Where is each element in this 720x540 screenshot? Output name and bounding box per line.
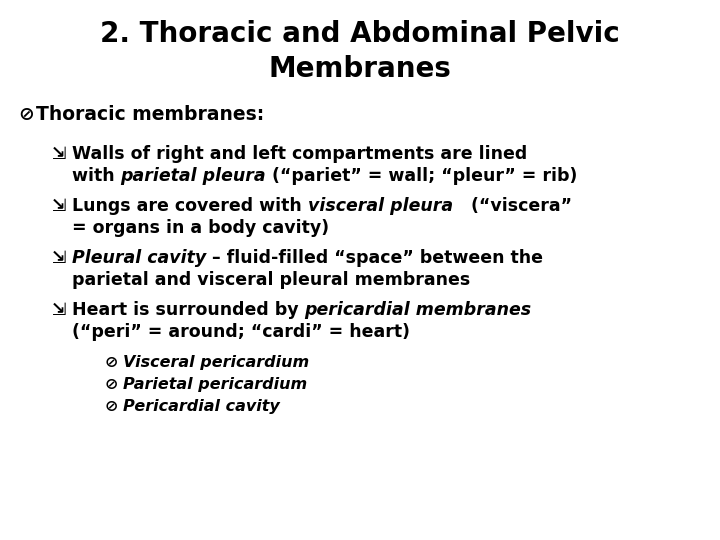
Text: ⊘: ⊘ xyxy=(105,377,118,392)
Text: Membranes: Membranes xyxy=(269,55,451,83)
Text: Walls of right and left compartments are lined: Walls of right and left compartments are… xyxy=(72,145,527,163)
Text: parietal and visceral pleural membranes: parietal and visceral pleural membranes xyxy=(72,271,470,289)
Text: ⇲: ⇲ xyxy=(52,197,66,215)
Text: 2. Thoracic and Abdominal Pelvic: 2. Thoracic and Abdominal Pelvic xyxy=(100,20,620,48)
Text: Pleural cavity: Pleural cavity xyxy=(72,249,206,267)
Text: ⇲: ⇲ xyxy=(52,301,66,319)
Text: Visceral pericardium: Visceral pericardium xyxy=(123,355,309,370)
Text: ⇲: ⇲ xyxy=(52,145,66,163)
Text: Lungs are covered with: Lungs are covered with xyxy=(72,197,307,215)
Text: Heart is surrounded by: Heart is surrounded by xyxy=(72,301,305,319)
Text: visceral pleura: visceral pleura xyxy=(307,197,453,215)
Text: (“viscera”: (“viscera” xyxy=(453,197,572,215)
Text: ⊘: ⊘ xyxy=(18,105,34,124)
Text: Pericardial cavity: Pericardial cavity xyxy=(123,399,280,414)
Text: with: with xyxy=(72,167,121,185)
Text: pericardial membranes: pericardial membranes xyxy=(305,301,532,319)
Text: ⊘: ⊘ xyxy=(105,355,118,370)
Text: ⇲: ⇲ xyxy=(52,249,66,267)
Text: (“peri” = around; “cardi” = heart): (“peri” = around; “cardi” = heart) xyxy=(72,323,410,341)
Text: ⊘: ⊘ xyxy=(105,399,118,414)
Text: Thoracic membranes:: Thoracic membranes: xyxy=(36,105,264,124)
Text: Parietal pericardium: Parietal pericardium xyxy=(123,377,307,392)
Text: (“pariet” = wall; “pleur” = rib): (“pariet” = wall; “pleur” = rib) xyxy=(266,167,577,185)
Text: – fluid-filled “space” between the: – fluid-filled “space” between the xyxy=(206,249,544,267)
Text: = organs in a body cavity): = organs in a body cavity) xyxy=(72,219,329,237)
Text: parietal pleura: parietal pleura xyxy=(121,167,266,185)
